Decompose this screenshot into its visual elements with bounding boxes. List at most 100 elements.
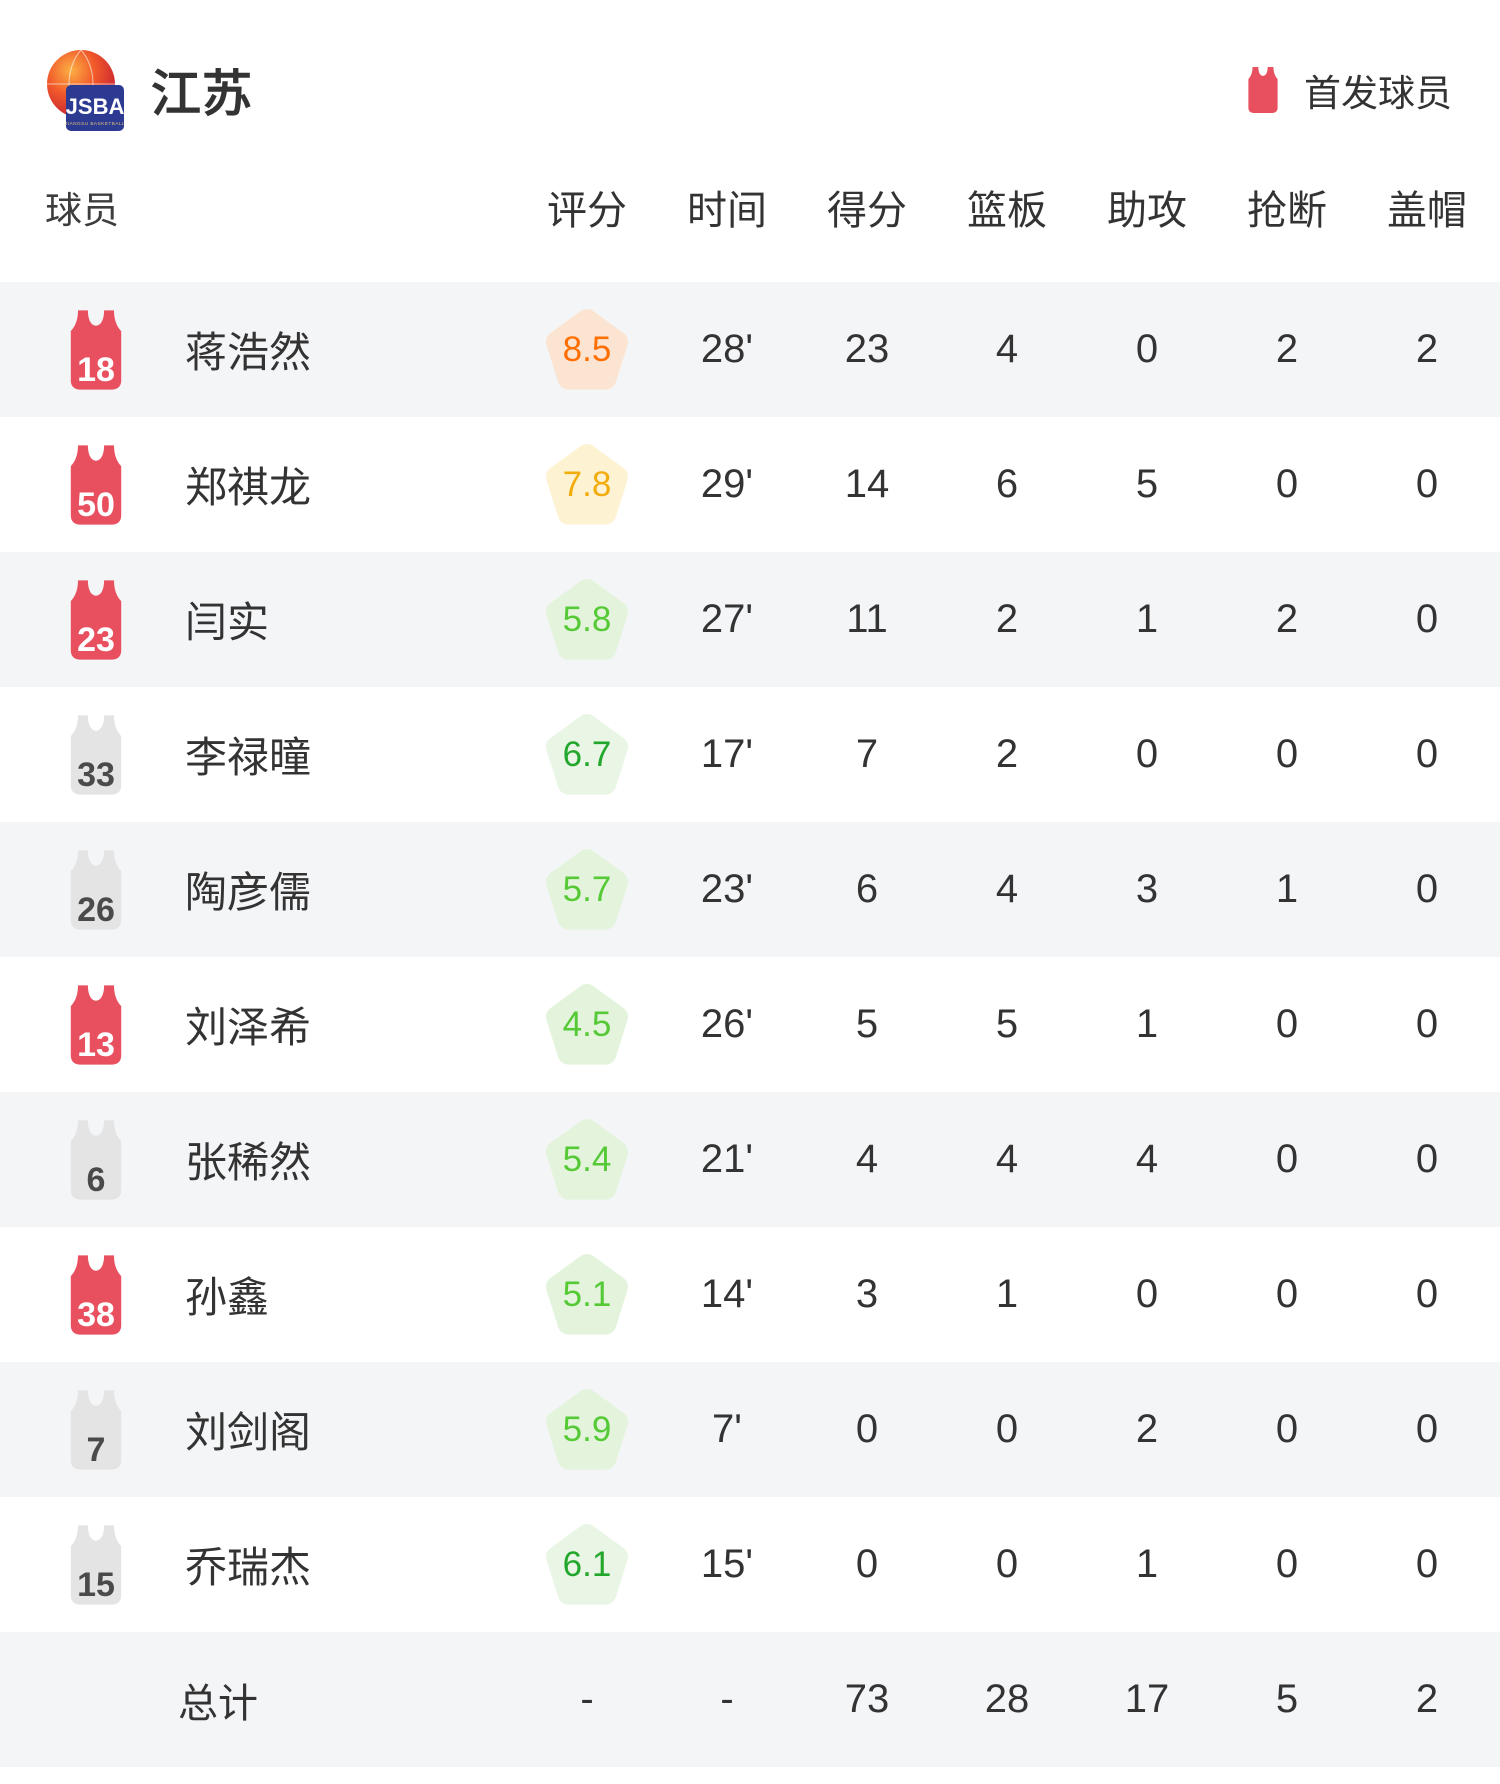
rating-cell: 6.7 xyxy=(517,713,657,797)
column-header-player: 球员 xyxy=(45,190,119,231)
rating-cell: 4.5 xyxy=(517,983,657,1067)
stat-time: 21' xyxy=(700,1137,754,1181)
totals-blocks: 2 xyxy=(1415,1677,1439,1721)
stat-points: 7 xyxy=(855,732,879,776)
stat-assists: 1 xyxy=(1135,1542,1159,1586)
jersey-icon: 50 xyxy=(60,441,132,529)
rating-badge: 8.5 xyxy=(546,308,628,392)
rating-badge: 5.4 xyxy=(546,1118,628,1202)
starter-legend-label: 首发球员 xyxy=(1304,73,1452,114)
table-row[interactable]: 7 刘剑阁 5.9 7' 0 0 2 0 0 xyxy=(0,1362,1500,1497)
starter-legend: 首发球员 xyxy=(1242,63,1452,117)
stat-assists: 5 xyxy=(1135,462,1159,506)
rating-value: 5.8 xyxy=(562,600,612,639)
rating-pentagon xyxy=(546,848,628,930)
stat-points: 3 xyxy=(855,1272,879,1316)
stat-blocks: 0 xyxy=(1415,732,1439,776)
stat-rebounds: 6 xyxy=(995,462,1019,506)
jersey-number: 38 xyxy=(77,1295,115,1334)
stat-assists: 0 xyxy=(1135,732,1159,776)
jersey-icon: 6 xyxy=(60,1116,132,1204)
player-cell: 23 闫实 xyxy=(45,576,517,664)
stat-steals: 0 xyxy=(1275,462,1299,506)
stat-rebounds: 5 xyxy=(995,1002,1019,1046)
jersey-number: 13 xyxy=(77,1025,115,1064)
logo-badge xyxy=(66,85,124,131)
team-header: JSBA JIANGSU BASKETBALL 江苏 首发球员 xyxy=(45,48,1452,132)
table-row[interactable]: 15 乔瑞杰 6.1 15' 0 0 1 0 0 xyxy=(0,1497,1500,1632)
stat-rebounds: 4 xyxy=(995,327,1019,371)
totals-steals: 5 xyxy=(1275,1677,1299,1721)
rating-cell: 5.9 xyxy=(517,1388,657,1472)
jersey-icon: 33 xyxy=(60,711,132,799)
stat-time: 7' xyxy=(712,1407,742,1451)
team-name: 江苏 xyxy=(151,66,253,122)
jersey-icon: 7 xyxy=(60,1386,132,1474)
team-logo-graphic: JSBA JIANGSU BASKETBALL xyxy=(47,49,125,131)
column-header-assists: 助攻 xyxy=(1107,189,1187,233)
rating-cell: 8.5 xyxy=(517,308,657,392)
stat-assists: 4 xyxy=(1135,1137,1159,1181)
table-row[interactable]: 23 闫实 5.8 27' 11 2 1 2 0 xyxy=(0,552,1500,687)
stat-blocks: 0 xyxy=(1415,1002,1439,1046)
jersey-icon: 26 xyxy=(60,846,132,934)
stat-rebounds: 4 xyxy=(995,867,1019,911)
stat-steals: 2 xyxy=(1275,327,1299,371)
table-row[interactable]: 50 郑祺龙 7.8 29' 14 6 5 0 0 xyxy=(0,417,1500,552)
rating-badge: 5.8 xyxy=(546,578,628,662)
player-name: 刘剑阁 xyxy=(185,1409,312,1456)
column-header-time: 时间 xyxy=(687,189,767,233)
rating-pentagon xyxy=(546,1523,628,1605)
table-row[interactable]: 33 李禄曈 6.7 17' 7 2 0 0 0 xyxy=(0,687,1500,822)
rating-pentagon xyxy=(546,1253,628,1335)
column-header-blocks: 盖帽 xyxy=(1387,189,1467,233)
table-row[interactable]: 18 蒋浩然 8.5 28' 23 4 0 2 2 xyxy=(0,282,1500,417)
jersey-number: 15 xyxy=(77,1565,115,1604)
column-header-points: 得分 xyxy=(827,189,907,233)
stat-rebounds: 1 xyxy=(995,1272,1019,1316)
totals-row: 总计 - - 73 28 17 5 2 xyxy=(0,1632,1500,1767)
rating-cell: 5.4 xyxy=(517,1118,657,1202)
player-cell: 38 孙鑫 xyxy=(45,1251,517,1339)
stat-steals: 0 xyxy=(1275,1272,1299,1316)
table-row[interactable]: 13 刘泽希 4.5 26' 5 5 1 0 0 xyxy=(0,957,1500,1092)
player-cell: 33 李禄曈 xyxy=(45,711,517,799)
stat-time: 15' xyxy=(700,1542,754,1586)
jersey-number: 18 xyxy=(77,350,115,389)
stat-assists: 0 xyxy=(1135,1272,1159,1316)
table-row[interactable]: 6 张稀然 5.4 21' 4 4 4 0 0 xyxy=(0,1092,1500,1227)
column-header-rating: 评分 xyxy=(547,189,627,233)
player-name: 乔瑞杰 xyxy=(185,1544,312,1591)
rating-cell: 7.8 xyxy=(517,443,657,527)
rating-value: 5.7 xyxy=(562,870,612,909)
stat-blocks: 0 xyxy=(1415,1272,1439,1316)
team-logo: JSBA JIANGSU BASKETBALL xyxy=(45,48,125,132)
rating-value: 4.5 xyxy=(562,1005,612,1044)
player-cell: 6 张稀然 xyxy=(45,1116,517,1204)
rating-pentagon xyxy=(546,308,628,390)
table-row[interactable]: 26 陶彦儒 5.7 23' 6 4 3 1 0 xyxy=(0,822,1500,957)
stat-steals: 0 xyxy=(1275,732,1299,776)
totals-points: 73 xyxy=(844,1677,890,1721)
jersey-number: 33 xyxy=(77,755,115,794)
rating-pentagon xyxy=(546,1118,628,1200)
stat-blocks: 2 xyxy=(1415,327,1439,371)
stat-points: 0 xyxy=(855,1407,879,1451)
starter-jersey-icon xyxy=(1248,67,1278,113)
totals-time: - xyxy=(720,1677,734,1721)
rating-badge: 7.8 xyxy=(546,443,628,527)
stat-points: 14 xyxy=(844,462,890,506)
rating-pentagon xyxy=(546,1388,628,1470)
totals-rating: - xyxy=(580,1677,594,1721)
stat-assists: 2 xyxy=(1135,1407,1159,1451)
stat-blocks: 0 xyxy=(1415,462,1439,506)
stat-blocks: 0 xyxy=(1415,867,1439,911)
stat-points: 23 xyxy=(844,327,890,371)
stat-points: 11 xyxy=(846,597,888,641)
table-row[interactable]: 38 孙鑫 5.1 14' 3 1 0 0 0 xyxy=(0,1227,1500,1362)
stat-assists: 0 xyxy=(1135,327,1159,371)
totals-label-cell: 总计 xyxy=(45,1671,517,1729)
rating-cell: 5.7 xyxy=(517,848,657,932)
stat-rebounds: 4 xyxy=(995,1137,1019,1181)
